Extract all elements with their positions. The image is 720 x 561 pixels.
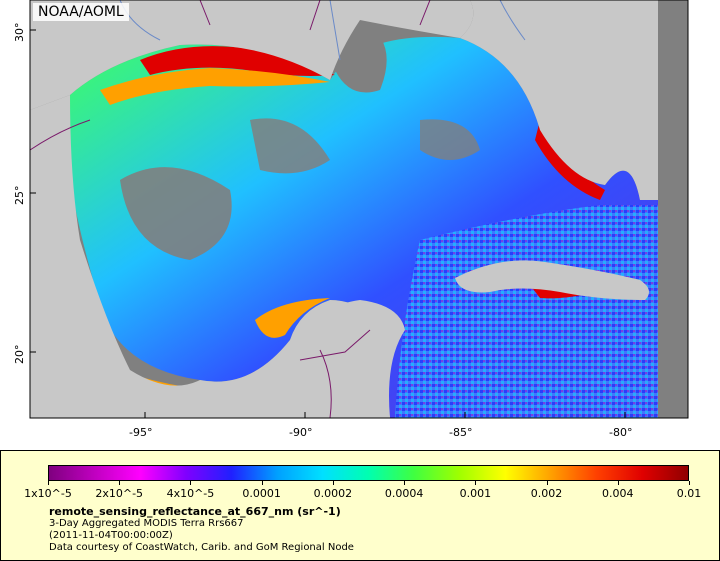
colorbar-tick [332, 481, 334, 485]
lat-tick-label: 20° [13, 344, 26, 365]
lat-tick-label: 25° [13, 185, 26, 206]
colorbar-label: 0.001 [459, 487, 492, 500]
colorbar-label: 1x10^-5 [24, 487, 72, 500]
colorbar-tick [119, 481, 121, 485]
no-data-patch [420, 119, 480, 160]
caribbean-noise-data [395, 205, 658, 418]
credit-label: NOAA/AOML [33, 3, 129, 21]
lon-tick-label: -90° [289, 426, 313, 439]
colorbar-tick [689, 481, 690, 485]
legend-panel: 1x10^-5 2x10^-5 4x10^-5 0.0001 0.0002 0.0004 0… [0, 450, 720, 561]
axis-ticks [30, 29, 626, 418]
no-data-patch [335, 20, 387, 93]
border-line [199, 0, 431, 31]
dataset-description: 3-Day Aggregated MODIS Terra Rrs667 [49, 518, 244, 529]
colorbar [48, 465, 689, 481]
colorbar-tick [546, 481, 548, 485]
no-data-patch [250, 118, 330, 174]
colorbar-tick [48, 481, 49, 485]
colorbar-tick [617, 481, 619, 485]
colorbar-tick [475, 481, 477, 485]
colorbar-tick [404, 481, 406, 485]
variable-name: remote_sensing_reflectance_at_667_nm (sr… [49, 505, 341, 518]
border-line [29, 119, 91, 151]
colorbar-label: 4x10^-5 [166, 487, 215, 500]
colorbar-label: 2x10^-5 [95, 487, 144, 500]
lat-tick-label: 30° [13, 22, 26, 43]
border-line [299, 329, 371, 361]
colorbar-label: 0.0004 [384, 487, 424, 500]
land-yucatan [300, 300, 405, 418]
colorbar-label: 0.004 [602, 487, 634, 500]
no-data-patch [120, 167, 232, 260]
coastal-high-yucatan [255, 298, 330, 338]
data-source: Data courtesy of CoastWatch, Carib. and … [49, 542, 354, 553]
colorbar-label: 0.002 [530, 487, 563, 500]
lon-tick-label: -85° [449, 426, 473, 439]
lon-tick-label: -95° [129, 426, 153, 439]
land-florida [460, 0, 658, 200]
land-cuba [455, 260, 649, 300]
satellite-map[interactable] [0, 0, 720, 450]
colorbar-label: 0.01 [676, 487, 702, 500]
no-data-east-strip [658, 0, 688, 418]
dataset-timestamp: (2011-11-04T00:00:00Z) [49, 530, 173, 541]
map-frame-border [29, 0, 689, 419]
colorbar-label: 0.0001 [242, 487, 281, 500]
colorbar-tick [261, 481, 263, 485]
colorbar-label: 0.0002 [313, 487, 353, 500]
coastal-high-north-orange [100, 68, 330, 105]
coastal-high-north [140, 46, 335, 76]
lon-tick-label: -80° [609, 426, 633, 439]
colorbar-tick [190, 481, 192, 485]
